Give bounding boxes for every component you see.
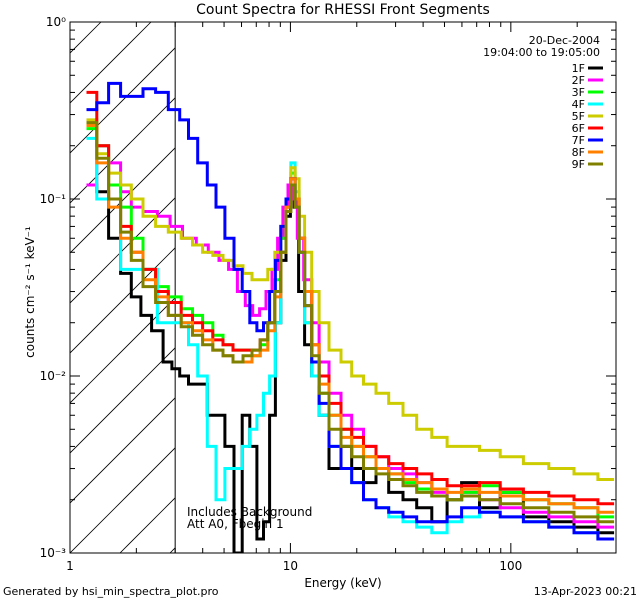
series-line-7F: [86, 81, 615, 541]
annotation-background: Includes Background: [187, 505, 312, 519]
y-axis-label: counts cm⁻² s⁻¹ keV⁻¹: [23, 226, 37, 358]
legend-label-5F: 5F: [572, 110, 585, 123]
plot-frame: [69, 21, 617, 554]
y-tick-label: 10⁻²: [40, 369, 67, 383]
series-line-5F: [86, 118, 615, 481]
hatch-line: [70, 197, 176, 304]
x-tick-label: 1: [66, 559, 74, 573]
series-lines: [86, 81, 615, 553]
legend-label-9F: 9F: [572, 158, 585, 171]
hatch-line: [70, 47, 176, 154]
hatch-line: [70, 97, 176, 204]
legend-label-1F: 1F: [572, 62, 585, 75]
annotation-attenuator: Att A0, Fbegin 1: [187, 517, 284, 531]
time-range-label: 19:04:00 to 19:05:00: [483, 46, 600, 59]
axis-ticks: [69, 22, 617, 554]
legend-label-8F: 8F: [572, 146, 585, 159]
x-tick-label: 100: [499, 559, 522, 573]
legend-label-4F: 4F: [572, 98, 585, 111]
y-tick-label: 10⁻¹: [40, 192, 67, 206]
y-tick-labels: 10⁰ 10⁻¹ 10⁻² 10⁻³: [40, 15, 67, 560]
date-label: 20-Dec-2004: [529, 34, 600, 47]
y-tick-label: 10⁰: [46, 15, 66, 29]
legend-label-3F: 3F: [572, 86, 585, 99]
y-tick-label: 10⁻³: [40, 546, 67, 560]
hatch-line: [70, 247, 176, 354]
x-tick-label: 10: [283, 559, 298, 573]
hatched-region: [70, 22, 176, 553]
chart-title: Count Spectra for RHESSI Front Segments: [196, 2, 490, 18]
x-axis-label: Energy (keV): [304, 576, 381, 590]
series-line-9F: [86, 121, 615, 524]
series-line-4F: [86, 136, 615, 541]
legend-label-2F: 2F: [572, 74, 585, 87]
footer-generated-by: Generated by hsi_min_spectra_plot.pro: [3, 585, 219, 598]
hatch-line: [70, 397, 176, 504]
hatch-line: [70, 447, 176, 553]
legend-label-6F: 6F: [572, 122, 585, 135]
legend-label-7F: 7F: [572, 134, 585, 147]
footer-timestamp: 13-Apr-2023 00:21: [534, 585, 637, 598]
x-tick-labels: 1 10 100: [66, 559, 522, 573]
